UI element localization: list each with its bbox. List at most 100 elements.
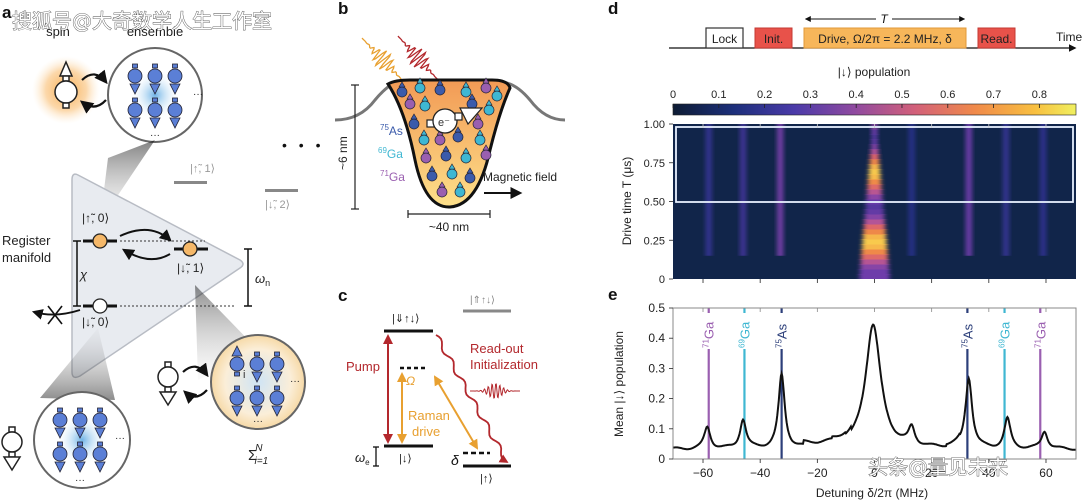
- heatmap-y-tick-label: 1.00: [644, 119, 665, 131]
- omega-label: Ω: [406, 374, 415, 388]
- heatmap-cell: [866, 194, 883, 200]
- heatmap-line: [740, 124, 747, 256]
- nuclear-spin-icon: [480, 144, 492, 161]
- heatmap-y-tick-label: 0: [659, 274, 665, 286]
- level-up-label: |↑⟩: [480, 473, 493, 485]
- isotope-label-bg: [773, 313, 790, 349]
- heatmap-cell: [868, 169, 881, 175]
- heatmap-cell: [871, 129, 878, 135]
- heatmap-cell: [863, 229, 886, 235]
- colorbar-tick-label: 0.2: [757, 89, 772, 101]
- heatmap-line: [1040, 124, 1047, 256]
- level-down-label: |↓⟩: [399, 453, 412, 465]
- nuclear-spin-icon: [460, 81, 472, 98]
- heatmap-line: [965, 124, 972, 256]
- heatmap-cell: [871, 134, 878, 140]
- more-levels-ellipsis: • • •: [282, 137, 324, 153]
- omega-n-label: ωn: [255, 271, 270, 288]
- delta-label: δ: [451, 452, 459, 468]
- heatmap-cell: [859, 269, 890, 275]
- line-x-tick-label: 40: [982, 466, 996, 480]
- nuclear-spin-icon: [418, 129, 430, 146]
- state-down2-label: |↓̃, 2⟩: [265, 199, 290, 211]
- state-up1-label: |↑̃, 1⟩: [190, 163, 215, 175]
- height-label: ~6 nm: [336, 136, 350, 170]
- heatmap-cell: [869, 159, 880, 165]
- sequence-block-init: Init.: [754, 27, 793, 49]
- svg-text:Read.: Read.: [980, 32, 1012, 46]
- panel-d-letter: d: [608, 0, 618, 18]
- heatmap-line: [705, 124, 712, 256]
- line-x-tick-label: −60: [693, 466, 714, 480]
- state-up1-level: [174, 181, 207, 184]
- line-y-axis-label: Mean |↓⟩ population: [612, 331, 626, 437]
- heatmap-cell: [860, 259, 889, 265]
- heatmap-cell: [864, 224, 885, 230]
- duration-label-bg: [876, 12, 892, 24]
- sequence-block-read: Read.: [977, 27, 1016, 49]
- nuclear-spin-icon: [464, 167, 476, 184]
- quantum-dot: [385, 78, 512, 209]
- panel-a-letter: a: [2, 3, 12, 22]
- blocked-cross-icon: [47, 305, 63, 325]
- heatmap-cell: [863, 234, 886, 240]
- heatmap-cell: [868, 179, 881, 185]
- isotope-label-bg: [959, 313, 976, 349]
- nuclear-spin-icon: [472, 113, 484, 130]
- isotope-marker-label: 71Ga: [1033, 321, 1048, 348]
- line-y-tick-label: 0: [658, 452, 665, 466]
- nuclear-spin-icon: [436, 181, 448, 198]
- line-y-tick-label: 0.2: [648, 392, 665, 406]
- width-label: ~40 nm: [429, 220, 469, 234]
- swap-arrows-icon: [119, 229, 172, 261]
- line-x-tick-label: −40: [750, 466, 771, 480]
- nuclear-spin-icon: [229, 385, 245, 417]
- electron-label: e⁻: [438, 117, 450, 129]
- line-y-tick-label: 0.4: [648, 331, 665, 345]
- state-down1-dot: [182, 241, 198, 257]
- isotope-label-bg: [736, 313, 753, 349]
- nuclear-spin-icon: [52, 441, 68, 473]
- panel-c: c |⇓↑↓⟩ |⇑↑↓⟩ Pump Ω Raman drive Read-ou…: [338, 286, 538, 485]
- line-x-tick-label: 60: [1039, 466, 1053, 480]
- isotope-label-bg: [996, 313, 1013, 349]
- nuclear-spin-icon: [460, 147, 472, 164]
- state-down2-level: [265, 189, 298, 192]
- nuclear-spin-icon: [483, 99, 495, 116]
- isotope-marker-label: 71Ga: [702, 321, 717, 348]
- nuclear-spin-icon: [147, 63, 163, 95]
- heatmap-cell: [859, 274, 890, 279]
- nuclear-spin-icon: [408, 113, 420, 130]
- sum-label: ΣN i=1: [248, 443, 268, 467]
- line-x-tick-label: 20: [925, 466, 939, 480]
- heatmap-cell: [867, 184, 882, 190]
- nuclear-spin-icon: [434, 129, 446, 146]
- readout-wave-arrow: [435, 334, 509, 463]
- omega-n-bracket: [244, 248, 252, 307]
- nuclear-spin-icon: [466, 93, 478, 110]
- colorbar-tick-label: 0.5: [894, 89, 909, 101]
- ellipsis: ···: [75, 475, 85, 486]
- heatmap-y-tick-label: 0.50: [644, 197, 665, 209]
- nuclear-spin-icon: [127, 97, 143, 129]
- isotope-label-ga69: 69Ga: [378, 146, 403, 161]
- panel-d: d Time T Lock Init. Drive, Ω/2π = 2.2 MH…: [608, 0, 1083, 286]
- sequence-block-drive: Drive, Ω/2π = 2.2 MHz, δ: [803, 27, 967, 49]
- heatmap-cell: [865, 209, 884, 215]
- isotope-marker-label: 69Ga: [737, 321, 752, 348]
- raman-label-line1: Raman: [408, 408, 450, 423]
- ensemble-circle-bottom-right: i ··· ···: [210, 334, 306, 430]
- level-top-label: |⇓↑↓⟩: [392, 313, 419, 325]
- isotope-label-ga71: 71Ga: [380, 169, 405, 184]
- width-dimension: [407, 210, 491, 218]
- panel-c-letter: c: [338, 286, 347, 305]
- nuclear-spin-icon: [167, 97, 183, 129]
- panel-e-letter: e: [608, 285, 617, 304]
- heatmap-cell: [862, 244, 887, 250]
- ellipsis: ···: [290, 376, 300, 387]
- heatmap-cell: [864, 219, 885, 225]
- heatmap-cell: [869, 164, 880, 170]
- spin-label: spin: [46, 24, 70, 39]
- nuclear-spin-icon: [419, 95, 431, 112]
- heatmap-cell: [870, 149, 879, 155]
